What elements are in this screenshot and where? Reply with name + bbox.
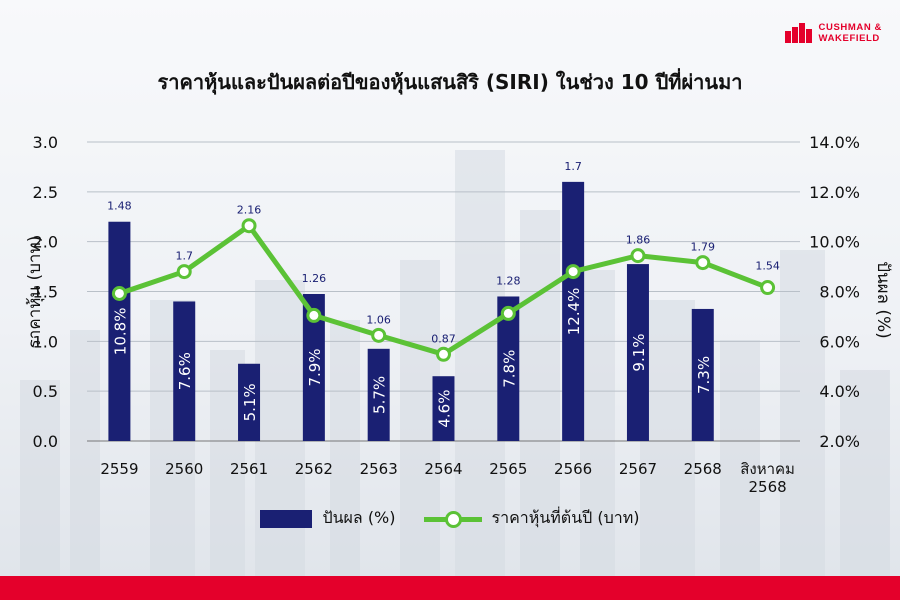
right-tick-label: 8.0% (819, 283, 860, 302)
x-tick-label: 2568 (684, 460, 722, 478)
x-tick-label: 2565 (489, 460, 527, 478)
price-point (565, 264, 581, 280)
dividend-bar (626, 264, 649, 441)
x-tick-label: 2560 (165, 460, 203, 478)
x-tick-label: 2561 (230, 460, 268, 478)
x-tick-label: สิงหาคม (740, 460, 795, 478)
legend-line-swatch (423, 510, 482, 528)
right-tick-label: 4.0% (819, 382, 860, 401)
x-tick-label: 2559 (100, 460, 138, 478)
right-axis-title: ปันผล (%) (873, 261, 893, 339)
dividend-bar-label: 7.8% (500, 350, 518, 388)
price-data-label: 1.54 (755, 260, 780, 273)
left-tick-label: 3.0 (33, 133, 58, 152)
dividend-bar (691, 308, 714, 441)
dividend-bar-label: 7.9% (306, 348, 324, 386)
right-tick-label: 6.0% (819, 332, 860, 351)
chart-legend: ปันผล (%) ราคาหุ้นที่ต้นปี (บาท) (0, 506, 900, 531)
right-tick-label: 12.0% (809, 183, 860, 202)
price-data-label: 1.7 (175, 250, 193, 263)
dividend-bar (173, 301, 196, 441)
left-tick-label: 2.0 (33, 233, 58, 252)
right-tick-label: 2.0% (819, 432, 860, 451)
logo-mark-icon (784, 23, 813, 43)
dividend-bar (367, 348, 390, 441)
dividend-bar-label: 5.1% (241, 383, 259, 421)
dividend-bar (562, 181, 585, 441)
footer-bar (0, 576, 900, 600)
dividend-bar (302, 293, 325, 441)
price-data-label: 1.86 (626, 234, 651, 247)
logo-text: CUSHMAN & WAKEFIELD (819, 22, 882, 44)
dividend-bar (108, 221, 131, 441)
left-tick-label: 1.0 (33, 332, 58, 351)
dividend-bar (238, 363, 261, 441)
logo-line-1: CUSHMAN & (818, 22, 882, 33)
legend-item-dividend: ปันผล (%) (260, 506, 396, 531)
x-tick-label: 2563 (360, 460, 398, 478)
left-tick-label: 0.0 (33, 432, 58, 451)
legend-item-price: ราคาหุ้นที่ต้นปี (บาท) (423, 506, 640, 531)
left-tick-label: 0.5 (33, 382, 58, 401)
price-point (630, 248, 646, 264)
x-tick-label: 2567 (619, 460, 657, 478)
price-data-label: 1.26 (302, 272, 327, 285)
price-point (371, 327, 387, 343)
left-axis-title: ราคาหุ้น (บาท) (25, 236, 45, 349)
price-point (241, 218, 257, 234)
chart-title: ราคาหุ้นและปันผลต่อปีของหุ้นแสนสิริ (SIR… (157, 70, 743, 94)
dividend-bar-label: 4.6% (436, 390, 454, 428)
price-data-label: 0.87 (431, 332, 456, 345)
price-data-label: 1.79 (691, 241, 716, 254)
legend-label-price: ราคาหุ้นที่ต้นปี (บาท) (491, 508, 640, 527)
price-point (111, 285, 127, 301)
dividend-bar-label: 5.7% (371, 376, 389, 414)
price-point (436, 346, 451, 362)
price-point (500, 305, 516, 321)
price-data-label: 1.28 (496, 274, 521, 287)
x-tick-label: 2562 (295, 460, 333, 478)
price-data-label: 1.48 (107, 200, 132, 213)
price-point (306, 307, 322, 323)
dividend-bar-label: 10.8% (111, 308, 129, 356)
price-point (695, 255, 711, 271)
x-tick-label: 2564 (424, 460, 462, 478)
cushman-wakefield-logo: CUSHMAN & WAKEFIELD (784, 22, 882, 44)
price-point (176, 264, 192, 280)
price-data-label: 1.06 (366, 313, 391, 326)
dividend-bar-label: 12.4% (565, 288, 583, 336)
legend-bar-swatch (260, 509, 313, 528)
left-tick-label: 1.5 (33, 283, 58, 302)
price-data-label: 1.7 (564, 160, 582, 173)
dividend-bar-label: 7.6% (176, 352, 194, 390)
left-tick-label: 2.5 (33, 183, 58, 202)
right-tick-label: 14.0% (809, 133, 860, 152)
right-tick-label: 10.0% (809, 233, 860, 252)
dividend-bar (497, 296, 520, 441)
dividend-bar-label: 9.1% (630, 333, 648, 371)
x-tick-label: 2566 (554, 460, 592, 478)
legend-label-dividend: ปันผล (%) (322, 508, 396, 527)
logo-line-2: WAKEFIELD (818, 33, 880, 44)
price-point (760, 280, 776, 296)
dividend-bar-label: 7.3% (695, 356, 713, 394)
dividend-bar (432, 376, 455, 441)
price-data-label: 2.16 (237, 204, 262, 217)
x-tick-label: 2568 (748, 478, 786, 496)
